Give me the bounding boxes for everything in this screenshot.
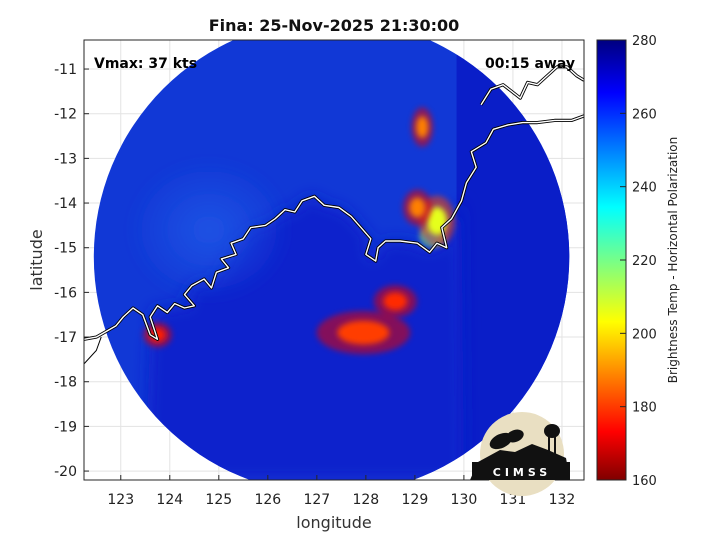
x-tick-label: 130 — [451, 492, 478, 508]
coastline-main-white — [84, 115, 584, 340]
colorbar-tick-label: 280 — [632, 34, 657, 49]
convective-features — [143, 107, 455, 355]
x-tick-label: 128 — [352, 492, 379, 508]
x-tick-label: 131 — [500, 492, 527, 508]
x-tick-label: 125 — [205, 492, 232, 508]
vmax-annotation: Vmax: 37 kts — [94, 56, 197, 72]
colorbar-tick-label: 200 — [632, 327, 657, 342]
water-tower-tank — [544, 424, 560, 438]
colorbar-tick-label: 220 — [632, 254, 657, 269]
y-axis-ticks: -11 -12 -13 -14 -15 -16 -17 -18 -19 -20 — [54, 62, 89, 480]
water-tower-leg — [548, 436, 550, 456]
water-tower-leg — [554, 436, 556, 456]
y-tick-label: -12 — [54, 107, 77, 123]
x-tick-label: 129 — [402, 492, 429, 508]
coastline-northeast-white — [480, 66, 584, 106]
y-tick-label: -17 — [54, 330, 77, 346]
warmer-land-region — [129, 159, 289, 300]
convective-feature — [383, 292, 408, 311]
x-tick-label: 126 — [254, 492, 281, 508]
x-tick-label: 123 — [107, 492, 134, 508]
x-axis-label: longitude — [296, 513, 371, 532]
coastline-outside-disk — [84, 336, 102, 365]
colorbar-tick-label: 260 — [632, 107, 657, 122]
x-tick-label: 132 — [549, 492, 576, 508]
plot-area: 123 124 125 126 127 128 129 130 131 132 -11 -12 -13… — [54, 39, 585, 508]
y-tick-label: -16 — [54, 285, 77, 301]
y-axis-label: latitude — [27, 229, 46, 290]
convective-feature — [409, 197, 426, 218]
y-tick-label: -20 — [54, 464, 77, 480]
coastline — [84, 65, 584, 365]
time-away-annotation: 00:15 away — [485, 56, 575, 72]
y-tick-label: -11 — [54, 62, 77, 78]
y-tick-label: -13 — [54, 151, 77, 167]
x-tick-label: 127 — [303, 492, 330, 508]
colorbar: 280 260 240 220 200 180 160 Brightness Temp - … — [596, 34, 680, 489]
ocean-dark-region — [145, 196, 464, 480]
scan-disk — [93, 40, 570, 480]
colorbar-tick-label: 180 — [632, 401, 657, 416]
convective-feature — [337, 320, 390, 345]
colorbar-label: Brightness Temp - Horizontal Polarizatio… — [666, 137, 680, 384]
chart-title: Fina: 25-Nov-2025 21:30:00 — [209, 16, 460, 35]
logo-band — [472, 462, 570, 480]
scan-disk-shading — [129, 40, 570, 480]
convective-feature — [416, 116, 429, 139]
x-axis-ticks: 123 124 125 126 127 128 129 130 131 132 — [107, 475, 575, 508]
x-tick-label: 124 — [156, 492, 183, 508]
colorbar-tick-label: 160 — [632, 474, 657, 489]
y-tick-label: -18 — [54, 375, 77, 391]
y-tick-label: -14 — [54, 196, 77, 212]
cimss-logo: CIMSS — [470, 412, 570, 496]
plot-frame — [83, 39, 585, 481]
y-tick-label: -19 — [54, 419, 77, 435]
logo-text: CIMSS — [493, 466, 551, 479]
colorbar-ticks: 280 260 240 220 200 180 160 — [620, 34, 657, 489]
colorbar-tick-label: 240 — [632, 181, 657, 196]
y-tick-label: -15 — [54, 241, 77, 257]
satellite-dish-2 — [506, 429, 524, 443]
